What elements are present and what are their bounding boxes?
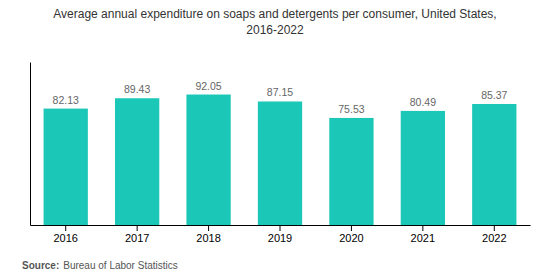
x-tick-mark <box>65 225 66 231</box>
data-label: 85.37 <box>481 89 507 101</box>
data-label: 80.49 <box>410 96 436 108</box>
x-tick: 2016 <box>53 225 77 244</box>
bar <box>401 111 445 225</box>
plot: 2016 2017 2018 2019 2020 2021 2022 82.13 89.43 92… <box>31 63 531 244</box>
data-labels: 82.13 89.43 92.05 87.15 75.53 80.49 85.37 <box>53 80 508 115</box>
data-label: 89.43 <box>124 83 150 95</box>
x-axis: 2016 2017 2018 2019 2020 2021 2022 <box>31 225 531 244</box>
bar <box>115 98 159 225</box>
x-tick: 2018 <box>196 225 220 244</box>
x-tick-label: 2017 <box>125 232 149 244</box>
data-label: 82.13 <box>53 94 79 106</box>
x-tick-label: 2022 <box>482 232 506 244</box>
bar <box>258 101 302 225</box>
title: Average annual expenditure on soaps and … <box>53 7 496 21</box>
x-tick-mark <box>494 225 495 231</box>
y-axis <box>30 63 31 226</box>
x-tick-label: 2018 <box>196 232 220 244</box>
y-axis-line <box>30 63 31 226</box>
bar <box>329 118 373 225</box>
source: Source: Bureau of Labor Statistics <box>22 260 178 271</box>
bar <box>44 109 88 225</box>
x-tick: 2019 <box>268 225 292 244</box>
source-text: Bureau of Labor Statistics <box>63 260 178 271</box>
bar <box>186 95 230 225</box>
data-label: 87.15 <box>267 86 293 98</box>
x-tick-label: 2020 <box>339 232 363 244</box>
x-tick-label: 2021 <box>411 232 435 244</box>
x-tick: 2022 <box>482 225 506 244</box>
x-tick: 2021 <box>411 225 435 244</box>
x-tick-mark <box>280 225 281 231</box>
bars <box>44 95 517 225</box>
x-tick-label: 2016 <box>53 232 77 244</box>
data-label: 75.53 <box>338 103 364 115</box>
x-tick-mark <box>351 225 352 231</box>
chart: Average annual expenditure on soaps and … <box>0 0 550 277</box>
x-tick-mark <box>422 225 423 231</box>
data-label: 92.05 <box>195 80 221 92</box>
x-tick: 2020 <box>339 225 363 244</box>
source-label: Source: <box>22 260 59 271</box>
x-tick-label: 2019 <box>268 232 292 244</box>
x-tick-mark <box>137 225 138 231</box>
x-tick: 2017 <box>125 225 149 244</box>
bar <box>472 104 516 225</box>
x-tick-mark <box>208 225 209 231</box>
subtitle: 2016-2022 <box>246 23 304 37</box>
